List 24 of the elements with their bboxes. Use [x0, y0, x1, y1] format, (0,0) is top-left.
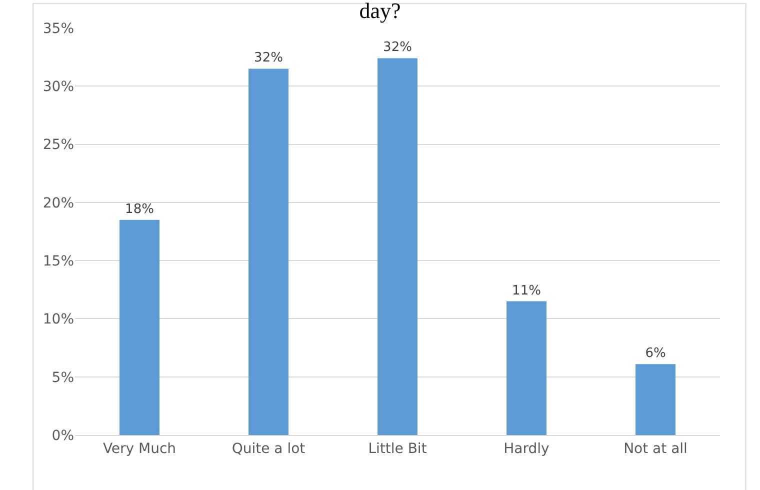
- y-tick-label: 10%: [42, 312, 74, 328]
- y-tick-label: 35%: [42, 20, 74, 37]
- data-label: 6%: [645, 346, 666, 362]
- data-label: 32%: [383, 40, 412, 56]
- data-label: 32%: [254, 50, 283, 66]
- bar: [636, 364, 676, 435]
- data-label: 11%: [512, 283, 541, 298]
- x-tick-label: Very Much: [102, 440, 176, 457]
- y-tick-label: 25%: [42, 137, 74, 154]
- x-tick-label: Not at all: [624, 440, 688, 457]
- chart-title: day?: [359, 0, 401, 23]
- y-tick-label: 20%: [42, 195, 74, 212]
- x-tick-label: Quite a lot: [232, 440, 306, 457]
- x-tick-label: Little Bit: [368, 440, 428, 457]
- x-tick-label: Hardly: [504, 440, 550, 457]
- data-label: 18%: [125, 202, 154, 217]
- y-tick-label: 5%: [52, 370, 74, 386]
- y-tick-label: 30%: [42, 79, 74, 96]
- bar: [248, 68, 288, 435]
- bar: [120, 220, 160, 435]
- y-tick-label: 0%: [52, 428, 74, 444]
- bar: [378, 58, 418, 435]
- y-tick-label: 15%: [42, 253, 74, 270]
- bar: [506, 301, 546, 435]
